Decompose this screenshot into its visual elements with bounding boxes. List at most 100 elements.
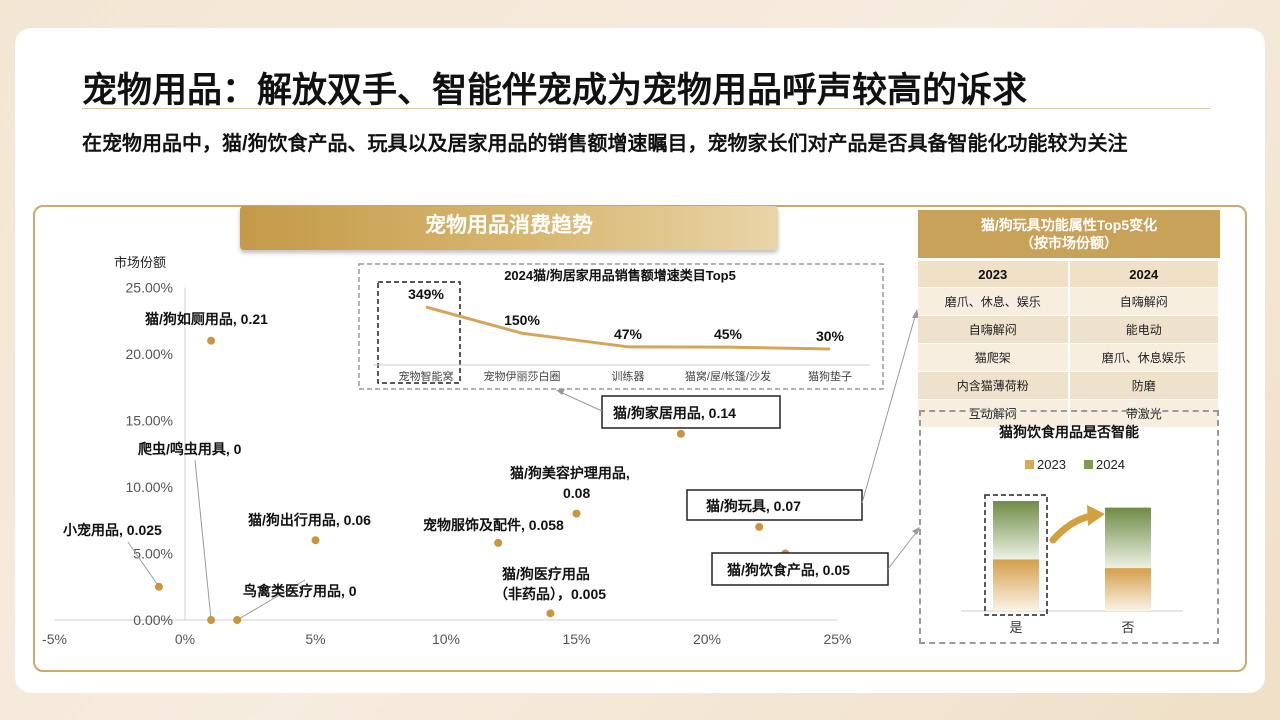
line-data-label: 47%: [614, 326, 643, 342]
table-cell: 自嗨解闷: [918, 315, 1070, 344]
label-small-pet: 小宠用品, 0.025: [63, 522, 162, 538]
x-tick-label: 10%: [432, 631, 460, 647]
toy-table-header: 猫/狗玩具功能属性Top5变化 （按市场份额）: [918, 210, 1220, 258]
legend-label-2023: 2023: [1037, 457, 1066, 472]
label-connector: [194, 459, 212, 621]
scatter-point: [755, 522, 764, 531]
smart-food-stacked-bar-chart: 猫狗饮食用品是否智能 2023 2024 是 否: [961, 424, 1183, 635]
callout-food: 猫/狗饮食产品, 0.05: [711, 552, 889, 586]
table-cell: 能电动: [1068, 315, 1220, 344]
line-category-label: 猫狗垫子: [808, 369, 852, 383]
bar-segment-2024: [1105, 507, 1151, 569]
pointer-home-to-line-chart: [559, 391, 603, 412]
line-data-label: 45%: [714, 326, 743, 342]
table-row: 猫爬架 磨爪、休息娱乐: [918, 343, 1220, 372]
table-cell: 自嗨解闷: [1068, 287, 1220, 316]
toy-table-subtitle: （按市场份额）: [1020, 235, 1118, 251]
line-category-label: 宠物智能窝: [399, 369, 454, 383]
callout-toys-text: 猫/狗玩具, 0.07: [706, 498, 801, 514]
scatter-point: [546, 609, 555, 618]
slide-title: 宠物用品：解放双手、智能伴宠成为宠物用品呼声较高的诉求: [82, 71, 1028, 110]
line-chart-title: 2024猫/狗居家用品销售额增速类目Top5: [504, 268, 736, 283]
scatter-point: [572, 509, 581, 518]
bar-chart-title: 猫狗饮食用品是否智能: [999, 424, 1139, 440]
pointer-toys-arrowhead: [912, 309, 919, 318]
label-medical-line2: （非药品），0.005: [494, 586, 606, 602]
toy-table: 2023 2024 磨爪、休息、娱乐 自嗨解闷 自嗨解闷 能电动 猫爬架 磨爪、…: [918, 261, 1220, 427]
label-travel: 猫/狗出行用品, 0.06: [248, 512, 371, 528]
line-category-label: 训练器: [612, 369, 645, 383]
y-tick-label: 0.00%: [133, 612, 173, 628]
growth-arrowhead-icon: [1087, 505, 1105, 526]
scatter-point: [154, 582, 163, 591]
bar-segment-2023: [1105, 568, 1151, 611]
col-header-2024: 2024: [1068, 261, 1220, 288]
callout-food-text: 猫/狗饮食产品, 0.05: [727, 562, 850, 578]
highlight-smart-bar: [984, 494, 1048, 616]
pointer-home-arrowhead: [556, 389, 565, 395]
y-tick-label: 10.00%: [126, 479, 173, 495]
y-tick-label: 5.00%: [133, 546, 173, 562]
label-beauty-line2: 0.08: [563, 485, 590, 501]
y-axis-title: 市场份额: [114, 255, 166, 270]
x-tick-label: 5%: [305, 631, 325, 647]
growth-arrow-icon: [1049, 512, 1095, 544]
scatter-point: [676, 429, 685, 438]
pointer-toys-to-table: [861, 312, 917, 504]
table-row: 自嗨解闷 能电动: [918, 315, 1220, 344]
line-data-label: 349%: [408, 286, 444, 302]
label-medical-line1: 猫/狗医疗用品: [502, 566, 590, 582]
pointer-food-to-bars: [887, 529, 919, 570]
toy-table-title: 猫/狗玩具功能属性Top5变化: [980, 217, 1158, 233]
slide-subtitle: 在宠物用品中，猫/狗饮食产品、玩具以及居家用品的销售额增速瞩目，宠物家长们对产品…: [82, 133, 1128, 155]
label-reptile: 爬虫/鸣虫用具, 0: [138, 441, 242, 457]
callout-toys: 猫/狗玩具, 0.07: [686, 489, 863, 521]
x-tick-label: 15%: [562, 631, 590, 647]
legend-swatch-2024: [1084, 460, 1093, 469]
growth-line: [425, 305, 831, 351]
table-row: 磨爪、休息、娱乐 自嗨解闷: [918, 287, 1220, 316]
table-cell: 内含猫薄荷粉: [918, 371, 1070, 400]
col-header-2023: 2023: [918, 261, 1070, 288]
y-tick-label: 25.00%: [126, 280, 173, 296]
bar-category-label: 是: [1009, 620, 1022, 635]
label-toilet: 猫/狗如厕用品, 0.21: [145, 311, 268, 327]
x-tick-label: 0%: [175, 631, 195, 647]
scatter-point: [207, 336, 216, 345]
y-tick-label: 15.00%: [126, 413, 173, 429]
bar-segment-2023: [993, 559, 1039, 611]
x-tick-label: 20%: [693, 631, 721, 647]
toy-function-table: 猫/狗玩具功能属性Top5变化 （按市场份额） 2023 2024 磨爪、休息、…: [918, 210, 1220, 427]
highlight-first-category: [377, 281, 461, 384]
scatter-point: [311, 536, 320, 545]
callout-home-text: 猫/狗家居用品, 0.14: [613, 405, 736, 421]
line-data-label: 30%: [816, 328, 845, 344]
label-beauty-line1: 猫/狗美容护理用品,: [510, 465, 630, 481]
scatter-point: [233, 616, 242, 624]
section-banner: 宠物用品消费趋势: [240, 206, 778, 250]
smart-food-box: 猫狗饮食用品是否智能 2023 2024 是 否: [919, 410, 1219, 644]
line-category-label: 猫窝/屋/帐篷/沙发: [685, 369, 771, 383]
label-clothing: 宠物服饰及配件, 0.058: [423, 517, 564, 533]
bar-segment-2024: [993, 501, 1039, 560]
table-cell: 猫爬架: [918, 343, 1070, 372]
table-row: 内含猫薄荷粉 防磨: [918, 371, 1220, 400]
y-tick-label: 20.00%: [126, 346, 173, 362]
callout-home: 猫/狗家居用品, 0.14: [601, 395, 781, 429]
label-connector: [127, 541, 160, 588]
scatter-point: [207, 616, 216, 624]
home-goods-growth-line-chart: 2024猫/狗居家用品销售额增速类目Top5 349% 宠物智能窝 150% 宠物伊丽…: [358, 263, 884, 390]
pointer-food-arrowhead: [912, 527, 920, 535]
scatter-point: [494, 538, 503, 547]
x-tick-label: 25%: [823, 631, 851, 647]
table-cell: 磨爪、休息、娱乐: [918, 287, 1070, 316]
line-data-label: 150%: [504, 312, 540, 328]
label-connector: [236, 579, 306, 621]
bar-category-label: 否: [1121, 620, 1134, 635]
label-bird: 鸟禽类医疗用品, 0: [243, 583, 357, 599]
legend-swatch-2023: [1025, 460, 1034, 469]
table-cell: 互动解闷: [918, 399, 1070, 427]
title-divider: [82, 108, 1210, 109]
x-tick-label: -5%: [42, 631, 67, 647]
